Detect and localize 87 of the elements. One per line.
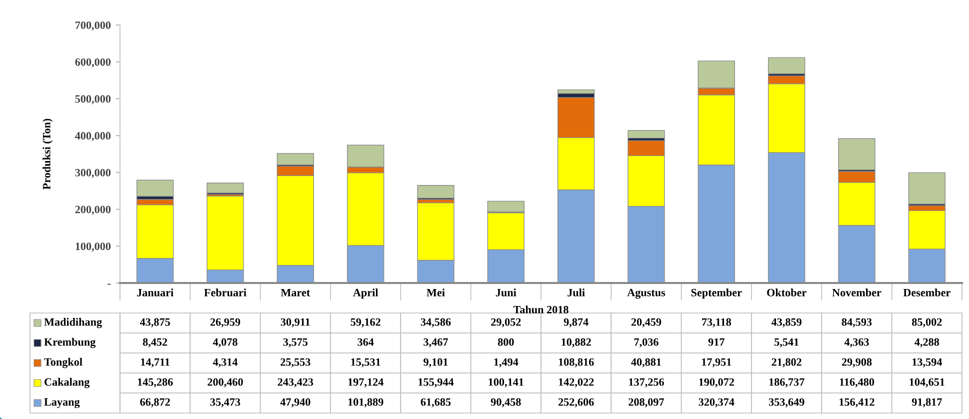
data-label: 9,101 [424, 358, 448, 368]
data-label: 190,072 [699, 378, 734, 388]
data-label: 10,882 [562, 338, 591, 348]
x-axis-title: Tahun 2018 [513, 306, 568, 314]
data-label: 14,711 [141, 358, 170, 368]
data-label: 90,458 [490, 398, 521, 408]
data-label: 3,575 [283, 338, 308, 348]
data-label: 40,881 [631, 358, 661, 368]
data-label: 155,944 [418, 378, 454, 388]
data-label: 3,467 [424, 338, 448, 348]
legend-label: Tongkol [44, 358, 82, 368]
data-label: 73,118 [702, 318, 732, 328]
data-label: 156,412 [840, 398, 874, 408]
data-label: 66,872 [140, 398, 170, 408]
y-tick-label: 200,000 [75, 206, 111, 215]
y-axis-title: Produksi (Ton) [42, 118, 53, 190]
data-label: 29,052 [491, 318, 521, 328]
data-label: 137,256 [629, 378, 664, 388]
x-tick-label: Januari [137, 288, 174, 296]
data-label: 252,606 [558, 398, 594, 408]
data-label: 43,875 [140, 318, 170, 328]
data-label: 1,494 [494, 358, 518, 368]
data-label: 8,452 [142, 338, 168, 348]
data-label: 108,816 [558, 358, 594, 368]
y-tick-label: 300,000 [75, 168, 111, 178]
x-tick-label: Mei [426, 288, 445, 296]
data-label: 47,940 [280, 398, 310, 408]
data-label: 320,374 [698, 398, 734, 408]
data-label: 29,908 [842, 358, 872, 368]
data-label: 61,685 [420, 398, 451, 408]
data-label: 104,651 [910, 378, 944, 388]
data-label: 243,423 [278, 378, 314, 388]
data-label: 13,594 [912, 358, 942, 368]
data-label: 186,737 [769, 378, 804, 388]
data-label: 353,649 [768, 398, 804, 408]
data-label: 145,286 [138, 378, 173, 388]
data-label: 100,141 [488, 378, 524, 388]
y-tick-label: 500,000 [75, 95, 111, 104]
data-label: 116,480 [840, 378, 874, 388]
legend-label: Layang [44, 398, 80, 408]
x-tick-label: November [832, 288, 882, 296]
x-tick-label: Februari [204, 288, 246, 296]
data-label: 43,859 [771, 318, 802, 328]
data-label: 4,314 [212, 358, 238, 368]
data-label: 9,874 [564, 318, 588, 328]
data-label: 5,541 [774, 338, 799, 348]
x-tick-label: Juli [568, 288, 585, 296]
data-label: 4,363 [844, 338, 869, 348]
y-tick-label: 600,000 [75, 58, 111, 68]
data-label: 35,473 [210, 398, 240, 408]
data-label: 800 [498, 338, 514, 346]
x-tick-label: Maret [280, 288, 310, 296]
data-label: 30,911 [280, 318, 310, 328]
x-tick-label: Agustus [627, 288, 666, 299]
x-tick-label: Desember [903, 288, 950, 296]
data-label: 85,002 [912, 318, 942, 328]
data-label: 200,460 [208, 378, 243, 388]
legend-label: Krembung [44, 338, 96, 348]
data-label: 197,124 [348, 378, 384, 388]
y-tick-label: 100,000 [76, 242, 111, 252]
legend-label: Cakalang [44, 378, 90, 388]
x-tick-label: September [691, 288, 742, 299]
y-tick-label: - [108, 284, 111, 285]
x-tick-label: Oktober [767, 288, 806, 296]
legend-label: Madidihang [44, 318, 102, 328]
data-label: 917 [708, 338, 724, 346]
data-label: 101,889 [348, 398, 384, 408]
y-tick-label: 400,000 [75, 132, 111, 142]
data-label: 91,817 [912, 398, 942, 408]
data-label: 26,959 [210, 318, 240, 328]
data-label: 84,593 [842, 318, 872, 328]
data-label: 20,459 [631, 318, 662, 328]
y-tick-label: 700,000 [75, 21, 111, 31]
data-label: 25,553 [280, 358, 310, 368]
data-label: 15,531 [351, 358, 380, 368]
x-tick-label: April [353, 288, 378, 299]
data-label: 142,022 [558, 378, 594, 388]
data-label: 59,162 [350, 318, 380, 328]
data-label: 7,036 [634, 338, 658, 348]
data-label: 364 [358, 338, 374, 346]
x-tick-label: Juni [496, 288, 516, 296]
data-label: 4,078 [212, 338, 238, 348]
data-label: 21,802 [772, 358, 802, 368]
data-label: 208,097 [628, 398, 664, 408]
data-label: 17,951 [702, 358, 732, 368]
data-label: 34,586 [420, 318, 451, 328]
data-label: 4,288 [914, 338, 940, 348]
